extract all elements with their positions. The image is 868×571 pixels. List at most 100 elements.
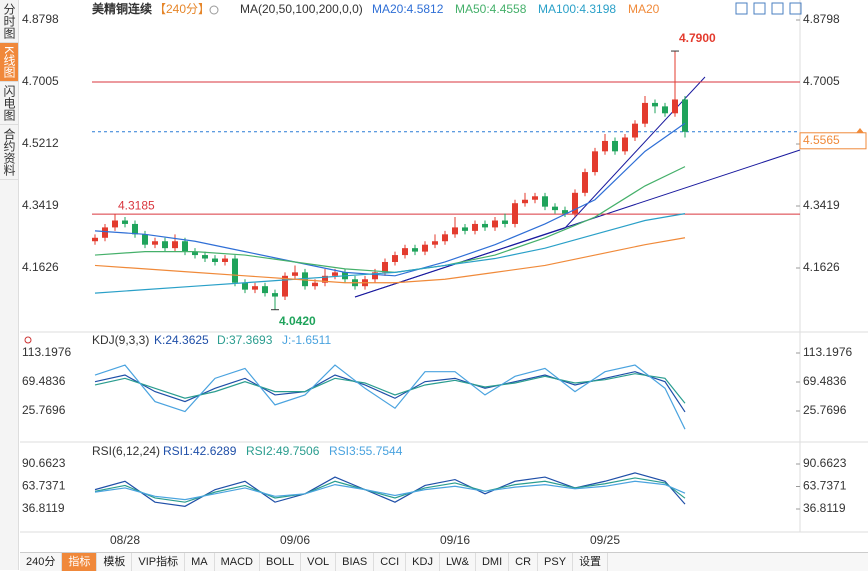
panel-title: KDJ(9,3,3): [92, 333, 149, 347]
y-tick-label: 69.4836: [22, 374, 66, 388]
candle-body: [492, 220, 498, 228]
candle-body: [452, 227, 458, 235]
series-line: [94, 477, 686, 503]
candle-body: [672, 99, 678, 114]
y-tick-label: 4.1626: [803, 260, 840, 274]
candle-body: [502, 220, 508, 224]
candle-body: [582, 172, 588, 193]
candle-body: [622, 137, 628, 152]
series-line: [94, 213, 686, 294]
toolbar-item[interactable]: VOL: [301, 553, 337, 571]
candle-body: [92, 237, 98, 242]
legend-entry: RSI3:55.7544: [329, 444, 403, 458]
toolbar-item[interactable]: LW&: [440, 553, 476, 571]
toolbar-item[interactable]: BIAS: [336, 553, 375, 571]
candle-body: [102, 227, 108, 238]
toolbar-item[interactable]: 模板: [97, 553, 133, 571]
candle-body: [462, 227, 468, 231]
legend-entry: MA50:4.4558: [455, 2, 527, 16]
candle-body: [542, 196, 548, 207]
legend-entry: D:37.3693: [217, 333, 273, 347]
toolbar-item[interactable]: MACD: [215, 553, 260, 571]
candle-body: [232, 258, 238, 283]
tab[interactable]: K线图: [0, 43, 18, 83]
period: 【240分】: [154, 2, 210, 16]
series-line: [94, 122, 686, 277]
price-arrow: [856, 128, 864, 133]
y-tick-label: 113.1976: [22, 345, 71, 359]
candle-body: [522, 199, 528, 204]
y-tick-label: 36.8119: [803, 501, 846, 515]
candle-body: [172, 241, 178, 249]
toolbar-item[interactable]: BOLL: [260, 553, 302, 571]
candle-body: [192, 251, 198, 256]
legend-entry: MA20: [628, 2, 660, 16]
tab[interactable]: 分时图: [0, 0, 18, 43]
price-label: 4.5565: [803, 133, 840, 147]
legend-entry: J:-1.6511: [282, 333, 331, 347]
y-tick-label: 4.8798: [22, 12, 59, 26]
y-tick-label: 4.7005: [22, 74, 59, 88]
x-tick-label: 09/16: [440, 533, 470, 547]
y-tick-label: 63.7371: [803, 479, 847, 493]
toolbar-item[interactable]: 指标: [62, 553, 98, 571]
y-tick-label: 90.6623: [803, 456, 847, 470]
candle-body: [262, 286, 268, 294]
y-tick-label: 4.1626: [22, 260, 59, 274]
series-line: [94, 373, 686, 404]
toolbar-item[interactable]: DMI: [476, 553, 510, 571]
level-label: 4.3185: [118, 198, 155, 212]
x-tick-label: 09/06: [280, 533, 310, 547]
tab[interactable]: 闪电图: [0, 82, 18, 126]
candle-body: [412, 248, 418, 252]
candle-body: [222, 258, 228, 262]
y-tick-label: 113.1976: [803, 345, 852, 359]
candle-body: [592, 151, 598, 173]
candle-body: [612, 140, 618, 152]
indicator: MA(20,50,100,200,0,0): [240, 2, 363, 16]
y-tick-label: 4.3419: [803, 198, 840, 212]
toolbar-item[interactable]: 设置: [573, 553, 609, 571]
candle-body: [662, 106, 668, 114]
toolbar: 240分 指标 模板 VIP指标 MA MACD BOLL VOL BIAS CCI KDJ LW& D…: [20, 552, 868, 571]
candle-body: [602, 140, 608, 152]
candle-body: [112, 220, 118, 228]
y-tick-label: 4.8798: [803, 12, 840, 26]
option-icon[interactable]: [209, 5, 219, 15]
candle-body: [212, 258, 218, 262]
toolbar-item[interactable]: 240分: [20, 553, 63, 571]
candle-body: [202, 255, 208, 259]
tab[interactable]: 合约资料: [0, 125, 18, 181]
candle-body: [512, 203, 518, 224]
legend-entry: K:24.3625: [154, 333, 209, 347]
candle-body: [652, 102, 658, 107]
y-tick-label: 90.6623: [22, 456, 66, 470]
candle-body: [162, 241, 168, 249]
y-tick-label: 4.3419: [22, 198, 59, 212]
toolbar-item[interactable]: CR: [509, 553, 539, 571]
candle-body: [282, 275, 288, 297]
toolbar-item[interactable]: KDJ: [406, 553, 440, 571]
panel-title: RSI(6,12,24): [92, 444, 160, 458]
price-box: [799, 132, 867, 150]
legend-entry: MA100:4.3198: [538, 2, 616, 16]
toolbar-item[interactable]: PSY: [538, 553, 574, 571]
title: 美精铜连续: [92, 1, 152, 16]
toolbar-item[interactable]: CCI: [374, 553, 407, 571]
candle-body: [632, 123, 638, 138]
candle-body: [252, 286, 258, 290]
settings-icon[interactable]: [24, 336, 32, 344]
legend-entry: RSI1:42.6289: [163, 444, 237, 458]
toolbar-item[interactable]: VIP指标: [132, 553, 186, 571]
annotation-label: 4.0420: [279, 314, 316, 328]
series-line: [94, 166, 686, 273]
candle-body: [402, 248, 408, 256]
legend-entry: RSI2:49.7506: [246, 444, 320, 458]
candle-body: [472, 223, 478, 231]
candle-body: [572, 192, 578, 214]
toolbar-item[interactable]: MA: [185, 553, 215, 571]
candle-body: [552, 206, 558, 211]
y-tick-label: 4.5212: [22, 136, 59, 150]
window-icons[interactable]: [735, 2, 802, 15]
